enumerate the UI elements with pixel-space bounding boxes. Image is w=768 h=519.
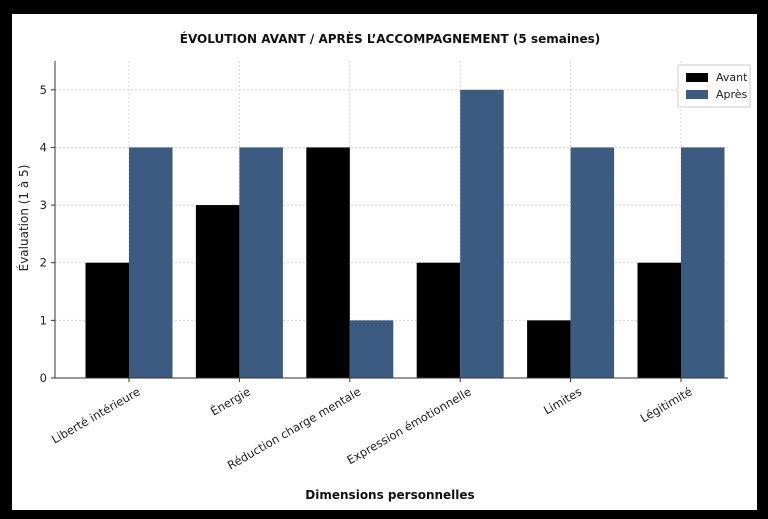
legend-box xyxy=(677,64,751,108)
y-tick-label: 1 xyxy=(40,313,47,327)
bar-avant-4 xyxy=(527,320,571,378)
bar-apres-0 xyxy=(129,147,173,378)
bar-avant-1 xyxy=(195,205,240,378)
x-axis-label: Dimensions personnelles xyxy=(305,488,474,502)
bar-avant-5 xyxy=(637,262,681,378)
y-tick-label: 3 xyxy=(40,198,47,212)
bar-apres-5 xyxy=(681,147,725,378)
y-axis-label: Évaluation (1 à 5) xyxy=(16,165,31,272)
y-axis-ticks: 0 1 2 3 4 5 xyxy=(40,83,55,385)
bar-avant-2 xyxy=(306,147,350,378)
bar-apres-2 xyxy=(349,320,394,378)
y-tick-label: 4 xyxy=(40,140,47,154)
bar-apres-3 xyxy=(460,89,504,379)
bar-apres-4 xyxy=(570,147,615,378)
legend-swatch-apres xyxy=(686,90,708,99)
bar-apres-1 xyxy=(239,147,283,378)
chart-title: ÉVOLUTION AVANT / APRÈS L’ACCOMPAGNEMENT… xyxy=(180,31,600,46)
bar-avant-3 xyxy=(416,262,461,378)
legend-label-apres: Après xyxy=(716,88,748,101)
y-tick-label: 2 xyxy=(40,256,47,270)
bars xyxy=(85,89,725,379)
legend-swatch-avant xyxy=(686,73,708,82)
legend: Avant Après xyxy=(677,64,751,108)
y-tick-label: 5 xyxy=(40,83,47,97)
y-tick-label: 0 xyxy=(40,371,47,385)
bar-avant-0 xyxy=(85,262,129,378)
legend-label-avant: Avant xyxy=(716,71,748,84)
